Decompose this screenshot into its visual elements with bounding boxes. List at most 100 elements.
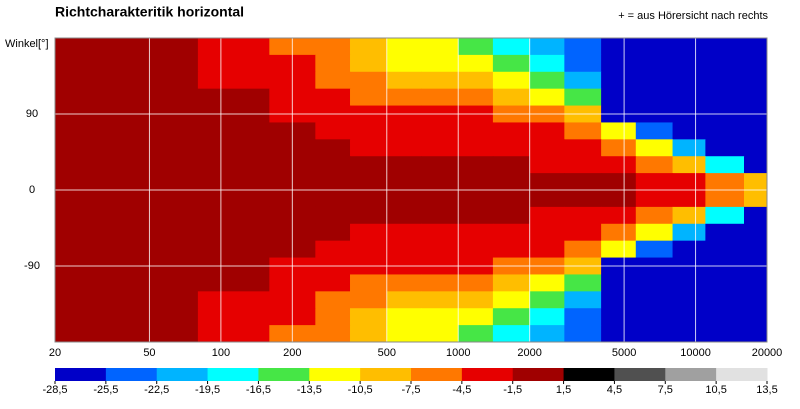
heat-cell (126, 54, 199, 73)
heat-cell (529, 291, 565, 309)
colorbar-segment (360, 368, 412, 381)
heat-cell (197, 325, 270, 343)
heat-cell (564, 325, 602, 343)
heat-cell (55, 122, 127, 140)
heat-cell (744, 308, 768, 326)
colorbar-segment (665, 368, 717, 381)
heat-cell (601, 88, 637, 107)
heat-cell (458, 71, 494, 90)
heat-cell (315, 122, 351, 140)
heat-cell (55, 190, 127, 208)
heat-cell (458, 173, 494, 191)
heat-cell (458, 274, 494, 292)
colorbar-label: -4,5 (452, 384, 471, 396)
heat-cell (672, 291, 706, 309)
heat-cell (635, 173, 674, 191)
heat-cell (492, 240, 531, 259)
heat-cell (126, 240, 199, 259)
heat-cell (492, 156, 531, 174)
heat-cell (672, 122, 706, 140)
heat-cell (744, 190, 768, 208)
heat-cell (744, 38, 768, 56)
heat-cell (386, 308, 422, 326)
heat-cell (458, 156, 494, 174)
heat-cell (350, 240, 388, 259)
heat-cell (386, 325, 422, 343)
heat-cell (635, 274, 674, 292)
heat-cell (635, 223, 674, 242)
heat-cell (705, 122, 745, 140)
heat-cell (197, 240, 270, 259)
heat-cell (744, 156, 768, 174)
heat-cell (421, 139, 459, 157)
heat-cell (635, 88, 674, 107)
heat-cell (635, 240, 674, 259)
heat-cell (672, 38, 706, 56)
heat-cell (529, 223, 565, 242)
heat-cell (386, 54, 422, 73)
heat-cell (529, 190, 565, 208)
heat-cell (492, 206, 531, 225)
heat-cell (386, 223, 422, 242)
colorbar-label: -28,5 (42, 384, 67, 396)
colorbar-segment (55, 368, 107, 381)
colorbar-segment (461, 368, 514, 381)
heat-cell (635, 291, 674, 309)
heat-cell (492, 88, 531, 107)
colorbar-label: 13,5 (756, 384, 777, 396)
heat-cell (386, 122, 422, 140)
heat-cell (126, 308, 199, 326)
heat-cell (705, 274, 745, 292)
heat-cell (705, 190, 745, 208)
heat-cell (744, 139, 768, 157)
heat-cell (386, 88, 422, 107)
heat-cell (197, 71, 270, 90)
heat-cell (601, 139, 637, 157)
heat-cell (744, 71, 768, 90)
heat-cell (421, 173, 459, 191)
heat-cell (421, 38, 459, 56)
heat-cell (744, 240, 768, 259)
heat-cell (421, 190, 459, 208)
heat-cell (350, 71, 388, 90)
heat-cell (672, 223, 706, 242)
heat-cell (601, 190, 637, 208)
heat-cell (55, 240, 127, 259)
heat-cell (635, 156, 674, 174)
heat-cell (350, 291, 388, 309)
heat-cell (197, 308, 270, 326)
heat-cell (492, 54, 531, 73)
colorbar-segment (614, 368, 666, 381)
heat-cell (350, 325, 388, 343)
colorbar-segment (105, 368, 158, 381)
heat-cell (350, 173, 388, 191)
heat-cell (529, 240, 565, 259)
heat-cell (672, 206, 706, 225)
heat-cell (55, 206, 127, 225)
heat-cell (601, 173, 637, 191)
heat-cell (705, 240, 745, 259)
heat-cell (197, 274, 270, 292)
heat-cell (55, 291, 127, 309)
heat-cell (601, 223, 637, 242)
heat-cell (705, 54, 745, 73)
heat-cell (564, 38, 602, 56)
heat-cell (601, 156, 637, 174)
heat-cell (635, 54, 674, 73)
heat-cell (705, 139, 745, 157)
x-tick-label: 20000 (752, 347, 783, 359)
heat-cell (564, 156, 602, 174)
heat-cell (126, 139, 199, 157)
heat-cell (421, 240, 459, 259)
heat-cell (126, 274, 199, 292)
heat-cell (458, 291, 494, 309)
heat-cell (601, 274, 637, 292)
heat-cell (315, 308, 351, 326)
y-axis-label: Winkel[°] (5, 38, 49, 50)
heat-cell (55, 274, 127, 292)
heat-cell (315, 71, 351, 90)
heat-cell (564, 308, 602, 326)
colorbar-segment (512, 368, 565, 381)
x-tick-label: 50 (143, 347, 155, 359)
